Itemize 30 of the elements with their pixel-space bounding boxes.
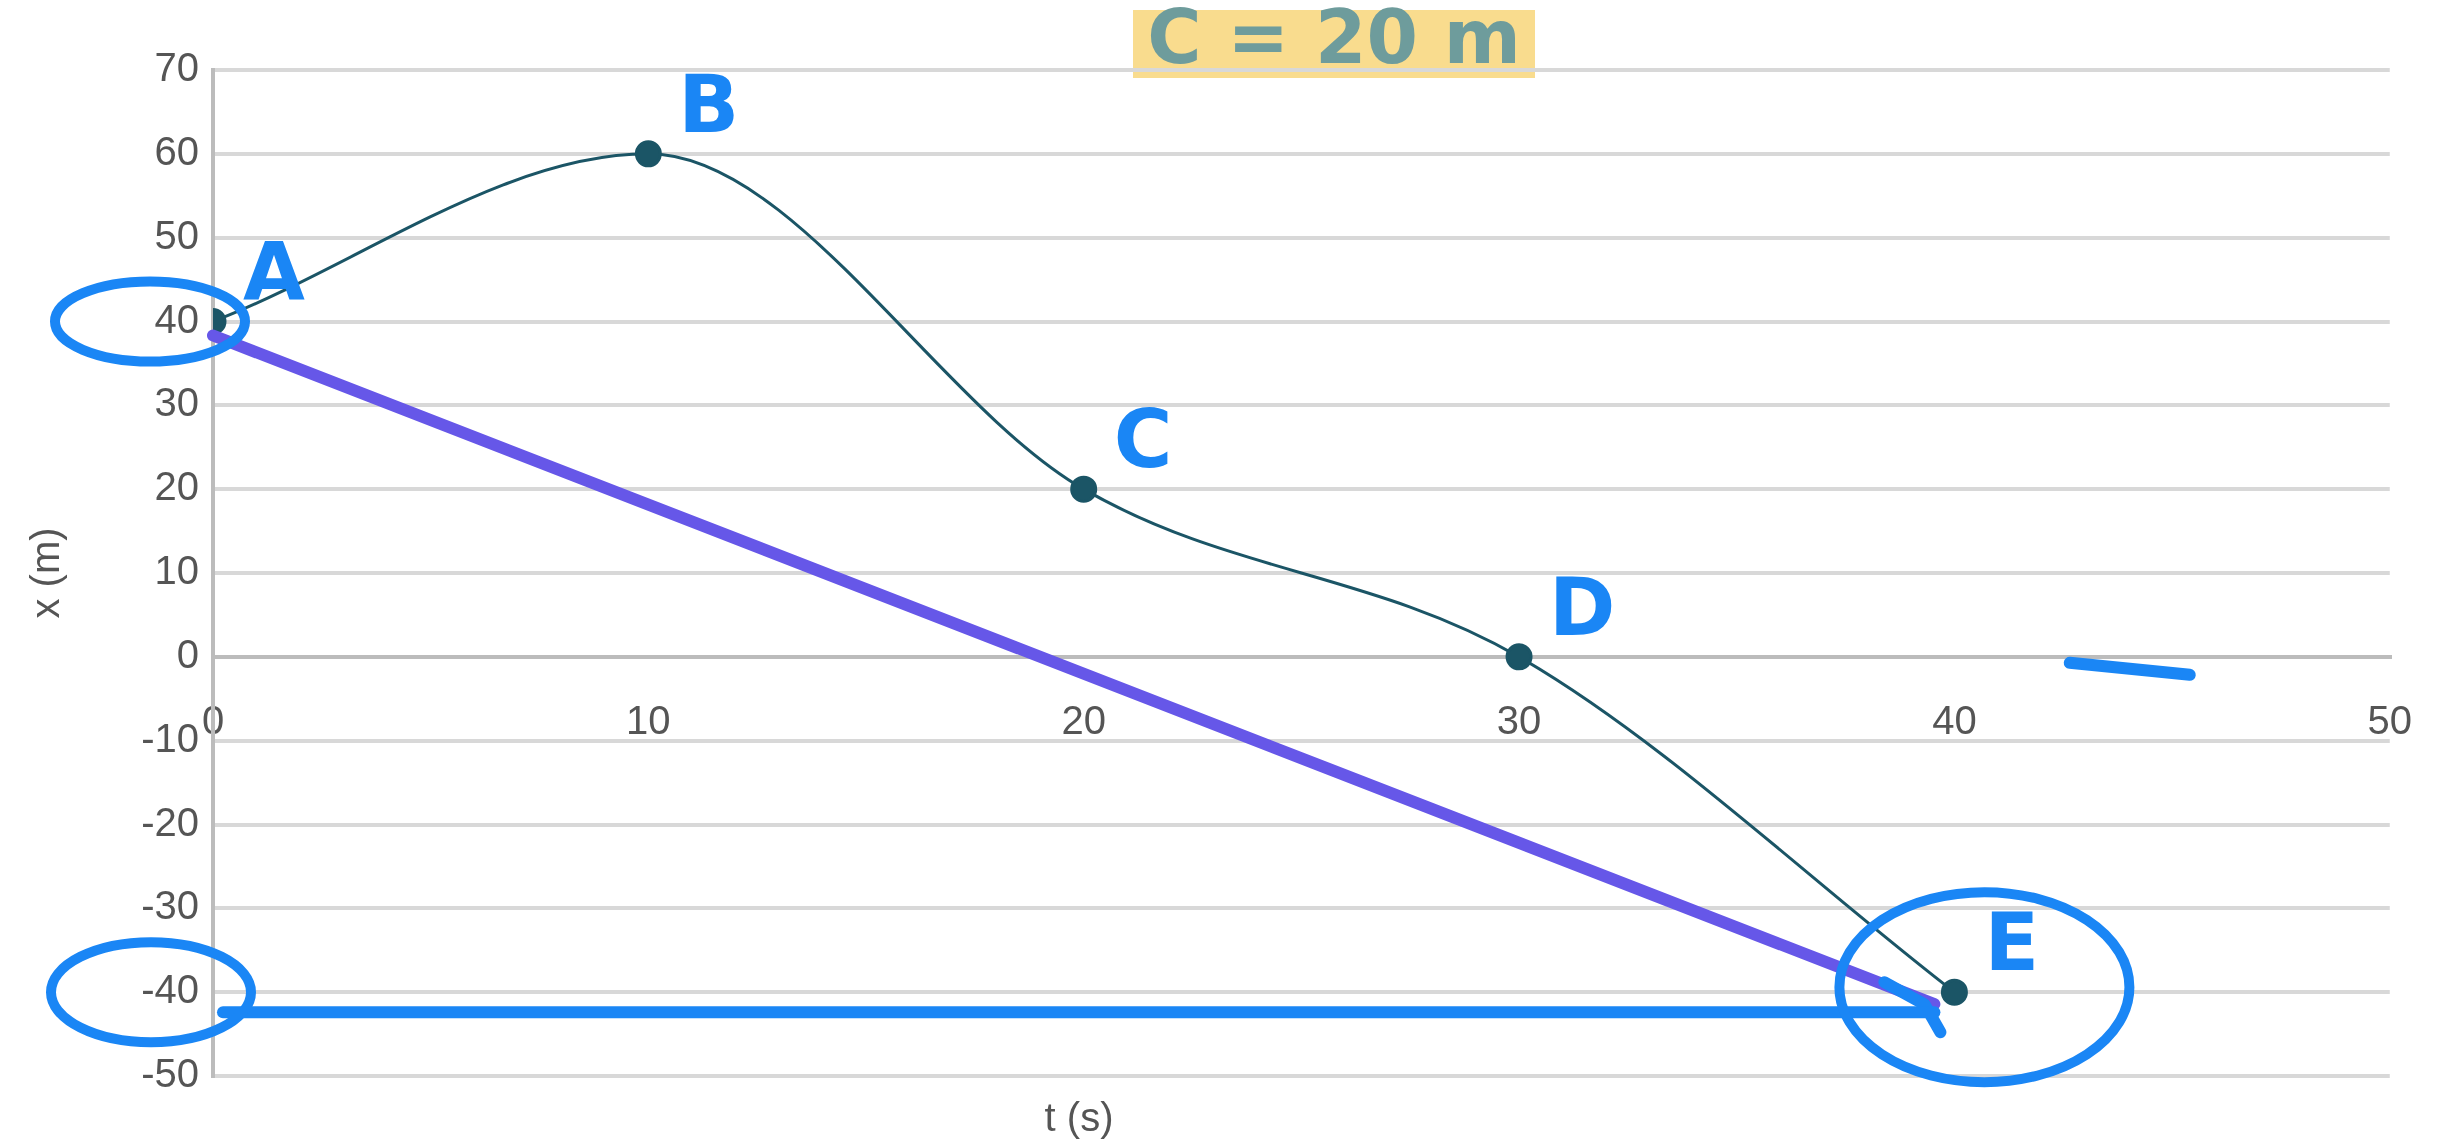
y-tick-label: -40	[141, 967, 199, 1012]
annotation: C = 20 m	[1147, 0, 1521, 81]
point	[1070, 475, 1098, 503]
y-tick-label: 70	[154, 45, 199, 90]
x-tick-label: 30	[1496, 697, 1542, 742]
y-tick-label: -50	[141, 1051, 199, 1096]
y-tick-label: 20	[154, 464, 199, 509]
y-tick-label: 40	[154, 296, 199, 341]
y-tick-label: -20	[141, 799, 199, 844]
point	[634, 140, 662, 168]
y-tick-label: 10	[154, 548, 199, 593]
y-tick-label: 60	[154, 128, 199, 173]
annotation: B	[678, 57, 740, 151]
y-axis-title: x (m)	[23, 527, 68, 619]
y-tick-label: 30	[154, 380, 199, 425]
point	[1940, 978, 1968, 1006]
x-tick-label: 40	[1932, 697, 1977, 742]
x-tick-label: 20	[1061, 697, 1106, 742]
annotation: A	[243, 225, 305, 319]
annotation: C	[1113, 393, 1173, 487]
annotation: D	[1549, 560, 1616, 654]
y-tick-label: -10	[141, 715, 199, 760]
annotation: E	[1984, 896, 2040, 990]
x-tick-label: 10	[626, 697, 671, 742]
point	[1505, 643, 1533, 671]
x-axis-title: t (s)	[1044, 1095, 1114, 1140]
y-tick-label: 0	[176, 631, 199, 676]
x-tick-label: 50	[2367, 697, 2412, 742]
y-tick-label: -30	[141, 883, 199, 928]
y-tick-label: 50	[154, 212, 199, 257]
